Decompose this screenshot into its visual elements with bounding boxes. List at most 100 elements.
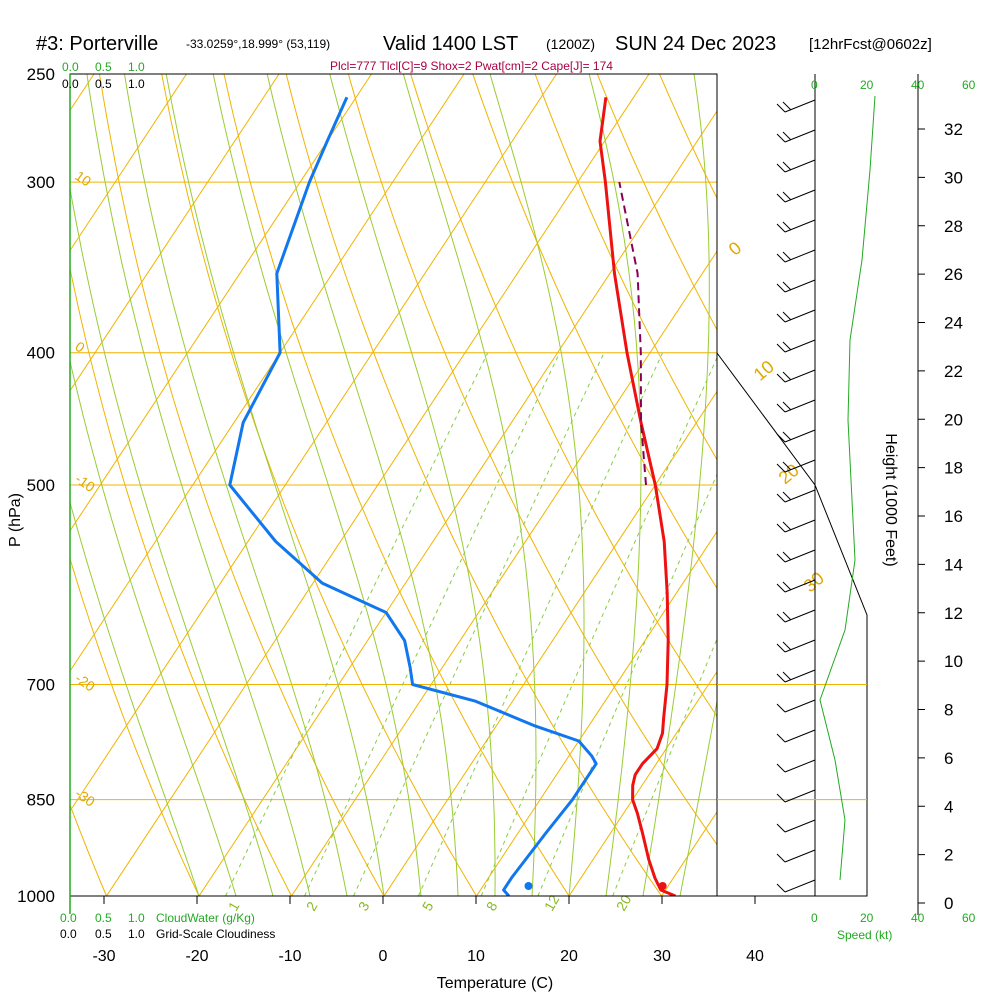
dewpoint-surface-marker	[524, 882, 533, 890]
x-tick-label: -30	[92, 948, 115, 965]
isobar-lines	[70, 73, 717, 897]
wind-barb	[776, 759, 816, 773]
temperature-line	[598, 97, 676, 896]
x-axis-label: Temperature (C)	[437, 975, 553, 992]
panel-outline	[716, 74, 868, 897]
isotherm-line	[70, 74, 187, 252]
dry-adiabat-label: 10	[750, 356, 778, 384]
speed-tick-top-0: 0	[811, 78, 818, 92]
moist-adiabat-line	[329, 74, 496, 896]
height-tick-label: 20	[944, 410, 963, 429]
height-tick-label: 0	[944, 894, 953, 913]
mixing-ratio-label: 20	[613, 892, 635, 914]
height-tick-label: 8	[944, 701, 953, 720]
y-axis-label: P (hPa)	[7, 493, 24, 547]
speed-tick-bottom-2: 40	[911, 911, 925, 925]
speed-tick-top-1: 20	[860, 78, 874, 92]
cloudiness-label: Grid-Scale Cloudiness	[156, 927, 275, 941]
valid-utc: (1200Z)	[546, 36, 595, 52]
dry-adiabat-line	[410, 74, 717, 718]
isotherm-line	[568, 670, 717, 896]
dry-adiabat-label: 20	[775, 460, 803, 488]
dry-adiabat-label: 30	[800, 568, 828, 596]
wind-barbs	[776, 99, 816, 893]
pressure-tick-label: 300	[27, 173, 55, 192]
dry-adiabat-line	[285, 74, 662, 896]
pressure-axis: 250 300 400 500 700 850 1000	[17, 65, 55, 906]
mixing-ratio-lines	[225, 352, 717, 896]
wind-barb	[776, 339, 816, 353]
moist-adiabat-line	[642, 74, 710, 896]
height-tick-label: 4	[944, 797, 953, 816]
station-coords: -33.0259°,18.999° (53,119)	[186, 37, 330, 51]
dry-adiabat-line	[70, 556, 200, 896]
height-tick-label: 26	[944, 265, 963, 284]
moist-adiabat-line	[679, 698, 717, 896]
isotherm-line	[939, 74, 1000, 896]
dry-adiabat-line	[472, 74, 717, 590]
wind-barb	[776, 99, 816, 113]
isotherm-line	[70, 74, 280, 392]
isotherm-line	[70, 74, 372, 532]
height-tick-label: 30	[944, 168, 963, 187]
height-tick-label: 28	[944, 217, 963, 236]
wind-barb	[776, 309, 816, 323]
moist-adiabat-line	[266, 74, 459, 896]
speed-axis-label: Speed (kt)	[837, 928, 892, 942]
mixing-ratio-label: 8	[483, 899, 501, 914]
wind-barb	[776, 549, 816, 563]
cloudwater-tick-bottom-1: 0.5	[95, 911, 112, 925]
isotherm-label: -20	[72, 670, 98, 695]
isotherm-line	[847, 74, 1000, 896]
height-tick-label: 16	[944, 507, 963, 526]
cloudwater-tick-top-1: 0.5	[95, 60, 112, 74]
y2-axis-label: Height (1000 Feet)	[882, 433, 899, 566]
cloudwater-label: CloudWater (g/Kg)	[156, 911, 255, 925]
x-tick-label: 10	[467, 948, 485, 965]
dry-adiabats	[70, 74, 717, 896]
mixing-ratio-line	[480, 356, 717, 896]
valid-date: SUN 24 Dec 2023	[615, 33, 776, 55]
dry-adiabat-line	[70, 803, 107, 896]
wind-barb	[776, 429, 816, 443]
cloudwater-tick-top-2: 1.0	[128, 60, 145, 74]
valid-time: Valid 1400 LST	[383, 33, 518, 55]
wind-barb	[776, 669, 816, 683]
wind-barb	[776, 699, 816, 713]
pressure-tick-label: 850	[27, 791, 55, 810]
moist-adiabat-line	[70, 500, 200, 896]
height-tick-label: 12	[944, 604, 963, 623]
moist-adiabat-line	[86, 74, 311, 896]
x-tick-label: 0	[379, 948, 388, 965]
surface-markers	[524, 882, 667, 890]
mixing-ratio-line	[353, 352, 605, 896]
isotherm-label: -10	[72, 470, 98, 495]
wind-barb	[776, 399, 816, 413]
parcel-line	[618, 181, 647, 486]
wind-barb	[776, 489, 816, 503]
wind-barb	[776, 789, 816, 803]
mixing-ratio-label: 12	[541, 892, 563, 914]
wind-barb	[776, 879, 816, 893]
cloudiness-tick-top-2: 1.0	[128, 77, 145, 91]
dry-adiabat-line	[347, 74, 717, 846]
wind-barb	[776, 639, 816, 653]
dry-adiabat-line	[161, 74, 477, 896]
x-tick-label: -10	[278, 948, 301, 965]
mixing-ratio-label: 3	[355, 899, 373, 914]
height-tick-label: 6	[944, 749, 953, 768]
wind-barb	[776, 189, 816, 203]
height-tick-label: 24	[944, 314, 963, 333]
speed-profile	[819, 95, 876, 881]
isotherm-line	[70, 74, 465, 672]
moist-adiabat-line	[165, 74, 385, 896]
isotherm-line	[476, 530, 717, 896]
height-tick-label: 10	[944, 652, 963, 671]
wind-barb	[776, 249, 816, 263]
wind-barb	[776, 609, 816, 623]
x-axis: -30 -20 -10 0 10 20 30 40	[70, 895, 764, 965]
wind-barb	[776, 159, 816, 173]
